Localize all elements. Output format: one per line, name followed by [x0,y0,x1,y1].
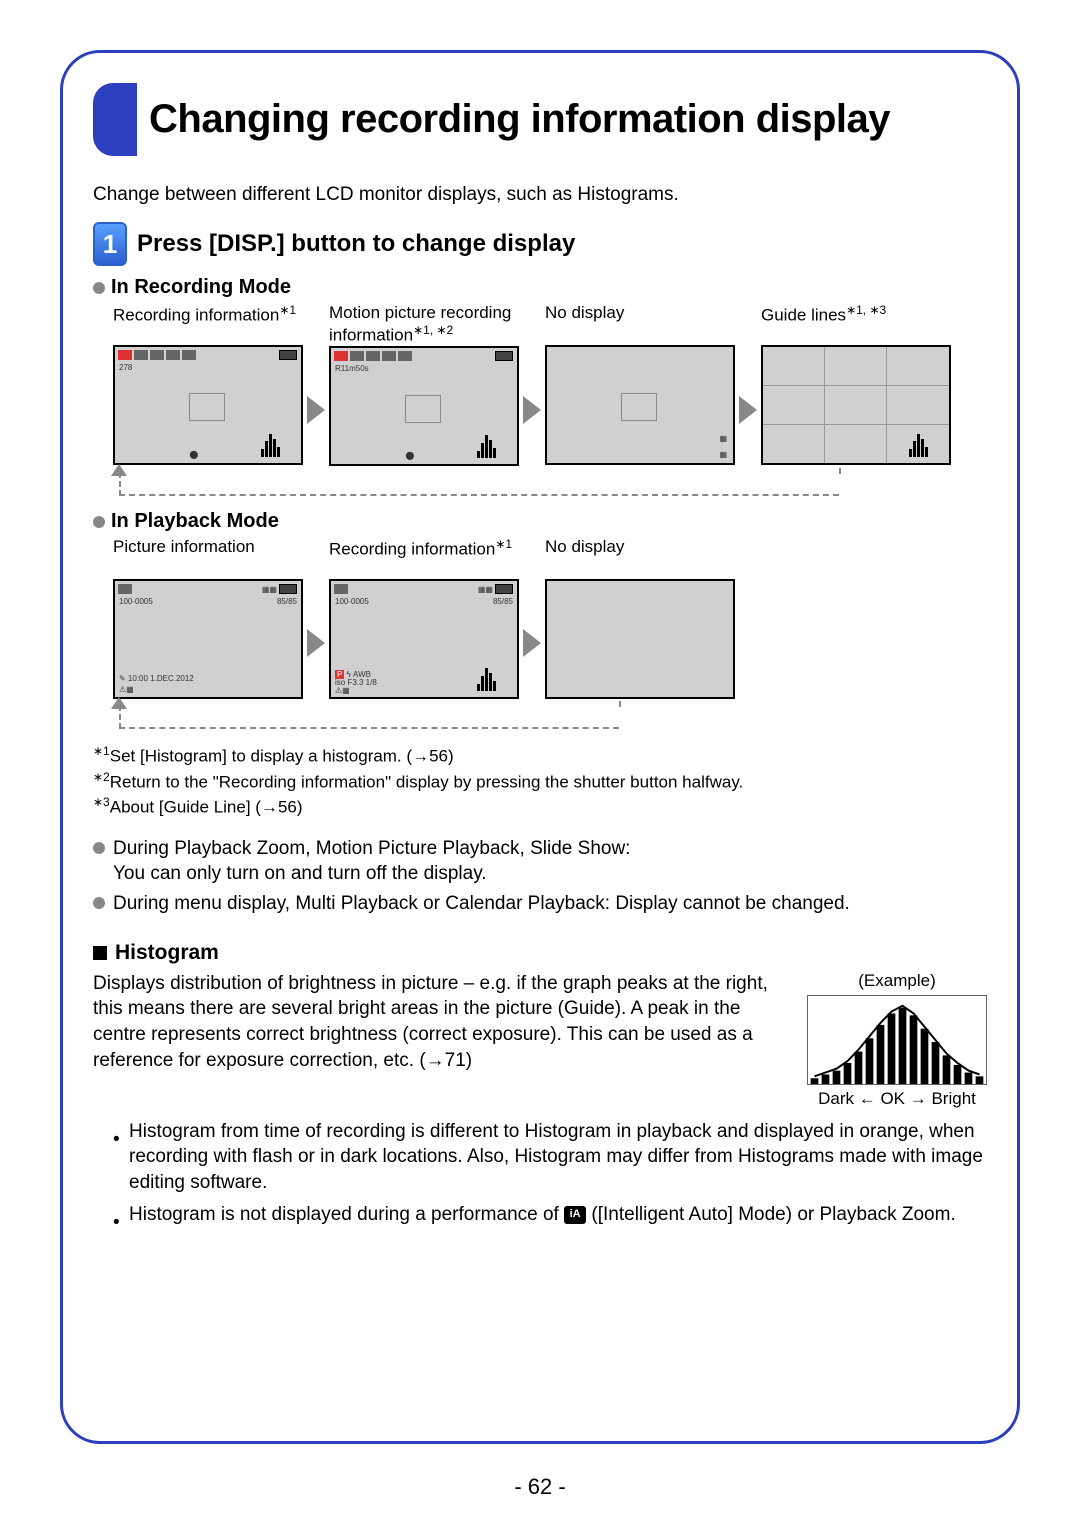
step-title: Press [DISP.] button to change display [137,230,575,258]
step-number-badge: 1 [93,222,127,266]
histogram-bullet-1-text: Histogram from time of recording is diff… [129,1119,987,1196]
histogram-heading-text: Histogram [115,941,219,965]
bullet-icon [93,282,105,294]
histogram-bullet-2-pre: Histogram is not displayed during a perf… [129,1204,564,1225]
rec-screen-4-sup: ∗1, ∗3 [846,303,886,317]
histogram-graphic [807,995,987,1085]
histogram-row: Displays distribution of brightness in p… [93,971,987,1109]
rec-screen-4: Guide lines∗1, ∗3 [761,303,951,465]
histogram-bullets: • Histogram from time of recording is di… [113,1119,987,1236]
page-number: - 62 - [60,1474,1020,1500]
footnote-1-text: Set [Histogram] to display a histogram. … [110,747,454,766]
arrow-icon [739,396,757,424]
notes-list: During Playback Zoom, Motion Picture Pla… [93,836,987,917]
footnote-3: ∗3About [Guide Line] (→56) [93,794,987,819]
note-1: During Playback Zoom, Motion Picture Pla… [93,836,987,887]
histogram-body: Displays distribution of brightness in p… [93,971,783,1074]
arrow-icon [307,629,325,657]
footnotes: ∗1Set [Histogram] to display a histogram… [93,743,987,819]
rec-screen-1-label: Recording information∗1 [113,303,303,345]
histogram-heading: Histogram [93,941,987,965]
pb-screen-3: No display [545,537,735,699]
lcd-rec-info: 278 ⬤ [113,345,303,465]
note-1-text: During Playback Zoom, Motion Picture Pla… [113,836,630,887]
playback-screens-row: Picture information ▦▦ 100-0005 85/85 ✎ … [113,537,987,699]
dot-icon: • [113,1127,121,1196]
footnote-2-text: Return to the "Recording information" di… [110,773,744,792]
lcd-guide-lines [761,345,951,465]
pb-screen-3-label: No display [545,537,735,579]
rec-screen-3: No display ▦ ▦ [545,303,735,465]
rec-screen-1: Recording information∗1 278 ⬤ [113,303,303,465]
rec-screen-1-sup: ∗1 [279,303,296,317]
histogram-bullet-2-text: Histogram is not displayed during a perf… [129,1202,956,1236]
intelligent-auto-icon: iA [564,1206,586,1224]
histogram-example: (Example) Dark ← OK → Bright [807,971,987,1109]
pb-screen-2-text: Recording information [329,540,495,559]
step-row: 1 Press [DISP.] button to change display [93,222,987,266]
playback-mode-heading-text: In Playback Mode [111,510,279,533]
playback-mode-heading: In Playback Mode [93,510,987,533]
note-2-text: During menu display, Multi Playback or C… [113,891,850,917]
bullet-icon [93,516,105,528]
histogram-axis-label: Dark ← OK → Bright [807,1089,987,1109]
pb-screen-3-text: No display [545,537,624,556]
lcd-no-display: ▦ ▦ [545,345,735,465]
arrow-icon [523,629,541,657]
rec-screen-4-text: Guide lines [761,306,846,325]
rec-screen-4-label: Guide lines∗1, ∗3 [761,303,951,345]
histogram-bullet-2: • Histogram is not displayed during a pe… [113,1202,987,1236]
recording-mode-heading-text: In Recording Mode [111,276,291,299]
histogram-example-label: (Example) [807,971,987,991]
pb-screen-1-text: Picture information [113,537,255,556]
arrow-icon [307,396,325,424]
intro-text: Change between different LCD monitor dis… [93,184,987,206]
histogram-bullet-2-post: ([Intelligent Auto] Mode) or Playback Zo… [591,1204,955,1225]
pb-screen-2-label: Recording information∗1 [329,537,519,579]
footnote-3-text: About [Guide Line] (→56) [110,798,303,817]
rec-screen-1-text: Recording information [113,306,279,325]
lcd-pb-picture-info: ▦▦ 100-0005 85/85 ✎ 10:00 1.DEC.2012 ⚠▦ [113,579,303,699]
pb-screen-2-sup: ∗1 [495,537,512,551]
loopback-arrow-rec [119,472,839,496]
histogram-svg [808,996,986,1084]
lcd-pb-no-display [545,579,735,699]
rec-screen-2: Motion picture recording information∗1, … [329,303,519,466]
histogram-bullet-1: • Histogram from time of recording is di… [113,1119,987,1196]
footnote-1: ∗1Set [Histogram] to display a histogram… [93,743,987,768]
page-frame: Changing recording information display C… [60,50,1020,1444]
page-title: Changing recording information display [149,83,987,156]
recording-mode-heading: In Recording Mode [93,276,987,299]
loopback-arrow-pb [119,705,619,729]
dot-icon: • [113,1210,121,1236]
lcd-motion-info: R11m50s ⬤ [329,346,519,466]
title-wrap: Changing recording information display [93,83,987,156]
pb-screen-1: Picture information ▦▦ 100-0005 85/85 ✎ … [113,537,303,699]
note-2: During menu display, Multi Playback or C… [93,891,987,917]
rec-screen-3-text: No display [545,303,624,322]
rec-screen-3-label: No display [545,303,735,345]
pb-screen-2: Recording information∗1 ▦▦ 100-0005 85/8… [329,537,519,699]
rec-screen-2-sup: ∗1, ∗2 [413,323,453,337]
rec-screen-2-label: Motion picture recording information∗1, … [329,303,519,346]
title-accent [93,83,137,156]
footnote-2: ∗2Return to the "Recording information" … [93,769,987,794]
bullet-icon [93,842,105,854]
arrow-icon [523,396,541,424]
lcd-pb-rec-info: ▦▦ 100-0005 85/85 P ϟ AWB iso F3.3 1/8 ⚠… [329,579,519,699]
bullet-icon [93,897,105,909]
pb-screen-1-label: Picture information [113,537,303,579]
square-bullet-icon [93,946,107,960]
recording-screens-row: Recording information∗1 278 ⬤ Motion pic… [113,303,987,466]
